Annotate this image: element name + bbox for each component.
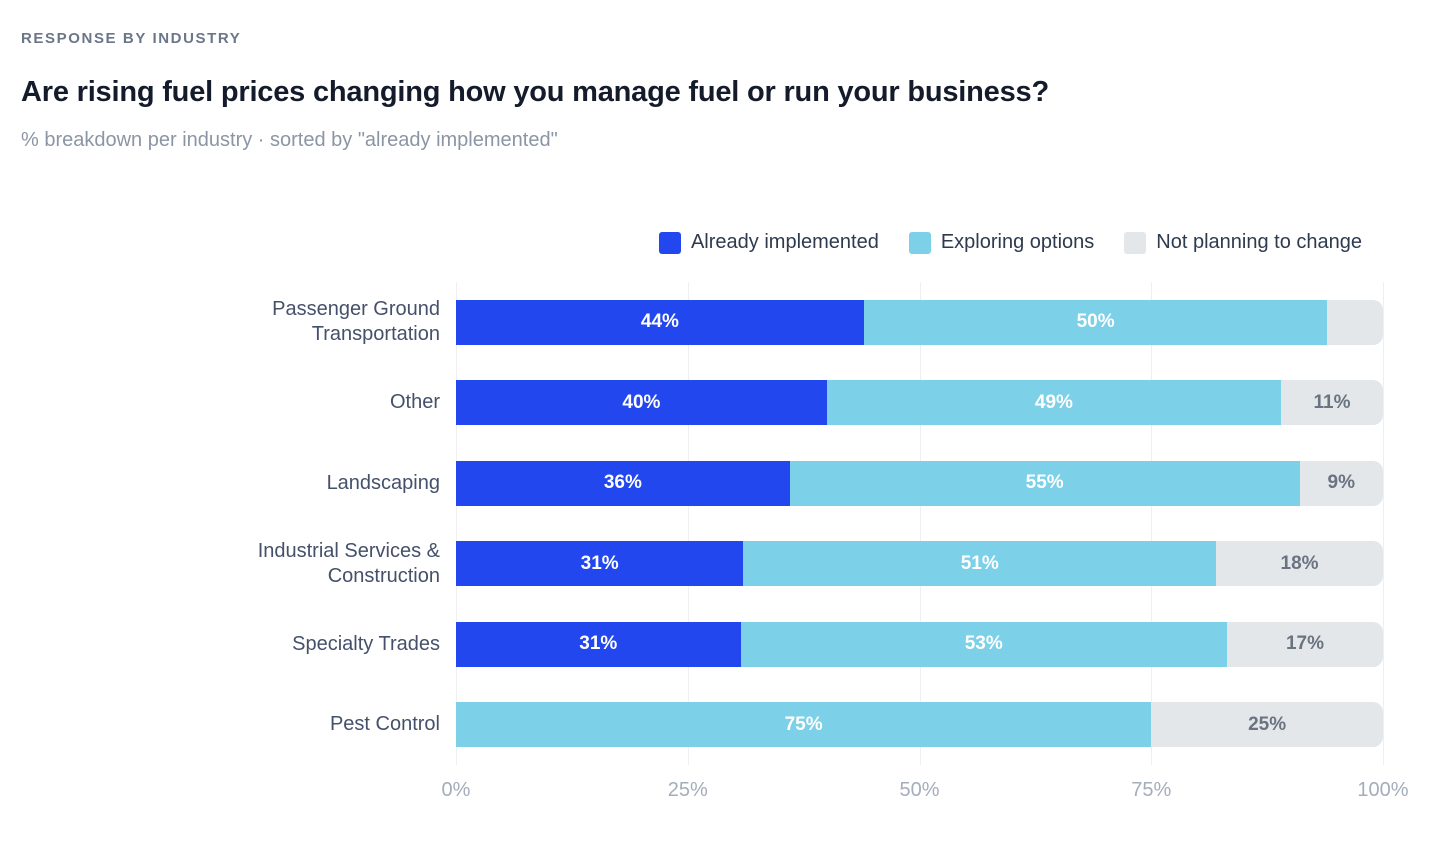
legend-label: Not planning to change bbox=[1156, 231, 1362, 253]
bar-segment-already[interactable]: 36% bbox=[456, 460, 790, 506]
bar-segment-exploring[interactable]: 50% bbox=[863, 299, 1328, 345]
bar-segment-value: 11% bbox=[1313, 391, 1351, 413]
bar-segment-not-planning[interactable]: 25% bbox=[1151, 702, 1383, 748]
chart-rows: Passenger Ground Transportation 44% 50% Oth… bbox=[0, 282, 1384, 766]
category-label-text: Specialty Trades bbox=[292, 632, 440, 655]
chart-row: Industrial Services & Construction 31% 51%… bbox=[0, 524, 1383, 605]
bar-segment-not-planning[interactable]: 18% bbox=[1216, 541, 1383, 587]
bar-segment-not-planning[interactable] bbox=[1327, 299, 1383, 345]
gridline bbox=[456, 282, 457, 765]
bar-segment-not-planning[interactable]: 9% bbox=[1299, 460, 1383, 506]
chart-header: RESPONSE BY INDUSTRY Are rising fuel pri… bbox=[0, 0, 1432, 153]
x-axis-tick: 0% bbox=[441, 779, 471, 801]
category-label-text: Pest Control bbox=[329, 713, 440, 736]
chart-row: Specialty Trades 31% 53% 17% bbox=[0, 604, 1384, 685]
legend-item-already-implemented[interactable]: Already implemented bbox=[658, 231, 879, 254]
bar-segment-value: 18% bbox=[1280, 552, 1319, 574]
bar-segment-value: 40% bbox=[622, 391, 661, 413]
category-label-text: Industrial Services & Construction bbox=[257, 539, 440, 587]
gridlines bbox=[456, 282, 1384, 765]
x-axis-tick: 25% bbox=[667, 779, 708, 801]
chart-row: Landscaping 36% 55% 9% bbox=[0, 443, 1383, 524]
chart-row: Pest Control 75% 25% bbox=[0, 685, 1383, 766]
category-label: Other bbox=[0, 390, 456, 415]
category-label-text: Landscaping bbox=[326, 471, 440, 494]
stacked-bar: 31% 53% 17% bbox=[456, 621, 1384, 667]
gridline bbox=[1383, 282, 1384, 765]
gridline bbox=[919, 282, 921, 765]
bar-segment-value: 75% bbox=[784, 713, 823, 735]
gridline bbox=[687, 282, 689, 765]
bar-segment-exploring[interactable]: 53% bbox=[740, 621, 1227, 667]
chart-eyebrow: RESPONSE BY INDUSTRY bbox=[21, 30, 242, 47]
legend-label: Exploring options bbox=[940, 231, 1095, 253]
category-label: Landscaping bbox=[0, 471, 456, 496]
x-axis: 0% 25% 50% 75% 100% bbox=[442, 779, 1409, 805]
bar-segment-already[interactable]: 31% bbox=[456, 621, 741, 667]
stacked-bar: 75% 25% bbox=[456, 702, 1383, 748]
bar-segment-exploring[interactable]: 55% bbox=[789, 460, 1300, 506]
bar-segment-already[interactable]: 40% bbox=[456, 380, 827, 426]
bar-segment-value: 53% bbox=[964, 633, 1003, 655]
bar-segment-exploring[interactable]: 75% bbox=[456, 702, 1152, 748]
category-label-text: Other bbox=[389, 391, 440, 414]
bar-segment-value: 9% bbox=[1327, 472, 1355, 494]
bar-segment-value: 50% bbox=[1076, 311, 1115, 333]
chart-legend: Already implemented Exploring options No… bbox=[0, 231, 1432, 254]
legend-label: Already implemented bbox=[690, 231, 879, 253]
bar-segment-exploring[interactable]: 49% bbox=[826, 380, 1282, 426]
bar-segment-value: 44% bbox=[640, 311, 679, 333]
bar-segment-value: 25% bbox=[1248, 713, 1287, 735]
bar-segment-value: 31% bbox=[579, 633, 618, 655]
chart-row: Passenger Ground Transportation 44% 50% bbox=[0, 282, 1383, 363]
bar-segment-value: 51% bbox=[960, 552, 999, 574]
bar-segment-already[interactable]: 31% bbox=[456, 541, 744, 587]
bar-segment-value: 36% bbox=[603, 472, 642, 494]
x-axis-tick: 100% bbox=[1357, 779, 1409, 801]
bar-segment-value: 49% bbox=[1034, 391, 1073, 413]
category-label-text: Passenger Ground Transportation bbox=[272, 298, 440, 346]
bar-segment-value: 17% bbox=[1285, 633, 1325, 655]
category-label: Pest Control bbox=[0, 712, 456, 737]
gridline bbox=[1151, 282, 1153, 765]
category-label: Industrial Services & Construction bbox=[0, 539, 456, 589]
category-label: Specialty Trades bbox=[0, 632, 456, 657]
bar-segment-value: 31% bbox=[580, 552, 619, 574]
category-label: Passenger Ground Transportation bbox=[0, 297, 456, 347]
bar-segment-value: 55% bbox=[1025, 472, 1064, 494]
stacked-bar: 44% 50% bbox=[456, 299, 1383, 345]
x-axis-tick: 50% bbox=[899, 779, 940, 801]
legend-swatch-not-planning-to-change bbox=[1124, 231, 1147, 254]
legend-swatch-exploring-options bbox=[908, 231, 931, 254]
bar-segment-not-planning[interactable]: 17% bbox=[1226, 621, 1384, 667]
chart-plot-area: Passenger Ground Transportation 44% 50% Oth… bbox=[0, 282, 1409, 805]
chart-row: Other 40% 49% 11% bbox=[0, 363, 1383, 444]
bar-segment-not-planning[interactable]: 11% bbox=[1281, 380, 1383, 426]
stacked-bar: 31% 51% 18% bbox=[456, 541, 1383, 587]
stacked-bar: 36% 55% 9% bbox=[456, 460, 1383, 506]
legend-swatch-already-implemented bbox=[658, 231, 681, 254]
bar-segment-exploring[interactable]: 51% bbox=[743, 541, 1217, 587]
page-title: Are rising fuel prices changing how you … bbox=[21, 76, 1049, 108]
chart-subtitle: % breakdown per industry · sorted by "al… bbox=[21, 129, 558, 151]
bar-segment-already[interactable]: 44% bbox=[456, 299, 864, 345]
stacked-bar: 40% 49% 11% bbox=[456, 380, 1383, 426]
legend-item-not-planning-to-change[interactable]: Not planning to change bbox=[1124, 231, 1362, 254]
x-axis-tick: 75% bbox=[1131, 779, 1172, 801]
legend-item-exploring-options[interactable]: Exploring options bbox=[908, 231, 1095, 254]
